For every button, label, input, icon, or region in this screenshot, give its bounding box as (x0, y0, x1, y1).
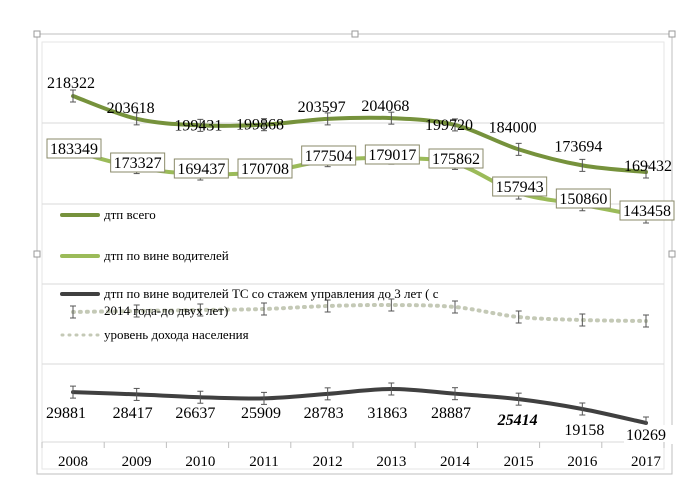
data-label-driver-8: 150860 (559, 191, 607, 208)
series-line-income (71, 302, 648, 323)
data-label-bg-novice-8 (562, 420, 615, 439)
series-line-total (71, 94, 648, 174)
series-line-driver-fault (71, 149, 648, 219)
legend-label-2-line1: дтп по вине водителей ТС со стажем управ… (104, 286, 439, 301)
chart-frame (36, 33, 673, 475)
data-label-box-driver-8 (555, 188, 611, 209)
data-label-total-4: 203597 (298, 99, 346, 116)
x-tick-label-2008: 2008 (58, 454, 88, 470)
x-tick-label-2009: 2009 (122, 454, 152, 470)
resize-handle-top-center[interactable] (351, 30, 359, 38)
resize-handle-top-left[interactable] (33, 30, 41, 38)
data-label-driver-4: 177504 (305, 148, 353, 165)
data-label-box-driver-2 (173, 158, 229, 179)
data-label-novice-0: 29881 (46, 405, 86, 422)
data-label-novice-2: 26637 (175, 405, 215, 422)
data-label-driver-5: 179017 (368, 147, 416, 164)
data-label-driver-7: 157943 (496, 179, 544, 196)
data-label-driver-2: 169437 (177, 161, 225, 178)
data-label-novice-7: 25414 (497, 412, 538, 429)
data-label-box-driver-6 (428, 148, 484, 169)
data-label-box-driver-3 (237, 158, 293, 179)
data-label-driver-3: 170708 (241, 161, 289, 178)
legend-label-2: дтп по вине водителей ТС со стажем управ… (104, 286, 439, 318)
x-tick-label-2010: 2010 (185, 454, 215, 470)
data-label-novice-5: 31863 (367, 405, 407, 422)
legend-label-1: дтп по вине водителей (104, 248, 229, 263)
data-labels-layer: 218322 203618 199431 199868 203597 204068 1997… (46, 75, 676, 444)
x-tick-label-2017: 2017 (631, 454, 662, 470)
series-line-novice (71, 386, 648, 425)
data-label-novice-3: 25909 (241, 405, 281, 422)
x-axis: 2008 2009 2010 2011 2012 2013 2014 2015 2016 2017 (41, 442, 665, 470)
data-label-box-driver-5 (364, 144, 420, 165)
legend: дтп всего дтп по вине водителей дтп по вин… (60, 207, 439, 342)
data-label-novice-9: 10269 (626, 427, 666, 444)
data-label-box-driver-7 (492, 176, 548, 197)
legend-label-2-line2: 2014 года-до двух лет) (104, 303, 228, 318)
data-label-driver-6: 175862 (432, 151, 480, 168)
x-tick-label-2016: 2016 (567, 454, 598, 470)
data-label-total-9: 169432 (624, 158, 672, 175)
data-label-novice-8: 19158 (564, 422, 604, 439)
data-label-novice-1: 28417 (113, 405, 153, 422)
data-label-total-1: 203618 (107, 100, 155, 117)
x-tick-label-2015: 2015 (504, 454, 534, 470)
data-label-total-6: 199720 (425, 117, 473, 134)
resize-handle-middle-left[interactable] (33, 250, 41, 258)
data-label-box-driver-0 (46, 138, 102, 159)
data-label-total-0: 218322 (47, 75, 95, 92)
resize-handle-top-right[interactable] (668, 30, 676, 38)
data-label-total-7: 184000 (489, 119, 537, 136)
x-tick-label-2011: 2011 (249, 454, 278, 470)
legend-label-3: уровень дохода населения (104, 327, 249, 342)
data-label-total-8: 173694 (554, 138, 602, 155)
data-label-novice-6: 28887 (431, 405, 471, 422)
x-tick-label-2014: 2014 (440, 454, 471, 470)
plot-area-border (41, 41, 665, 470)
data-label-box-driver-4 (301, 145, 357, 166)
data-label-driver-1: 173327 (114, 155, 162, 172)
data-label-total-5: 204068 (361, 98, 409, 115)
resize-handle-middle-right[interactable] (668, 250, 676, 258)
data-label-driver-0: 183349 (50, 141, 98, 158)
data-label-bg-novice-9 (624, 425, 676, 444)
legend-label-0: дтп всего (104, 207, 156, 222)
data-label-driver-9: 143458 (623, 203, 671, 220)
x-tick-label-2012: 2012 (313, 454, 343, 470)
data-label-box-driver-9 (619, 200, 675, 221)
data-label-total-2: 199431 (174, 117, 222, 134)
data-label-box-driver-1 (110, 152, 166, 173)
data-label-total-3: 199868 (236, 117, 284, 134)
data-label-novice-4: 28783 (304, 405, 344, 422)
x-tick-label-2013: 2013 (376, 454, 406, 470)
series-layer (70, 89, 649, 430)
